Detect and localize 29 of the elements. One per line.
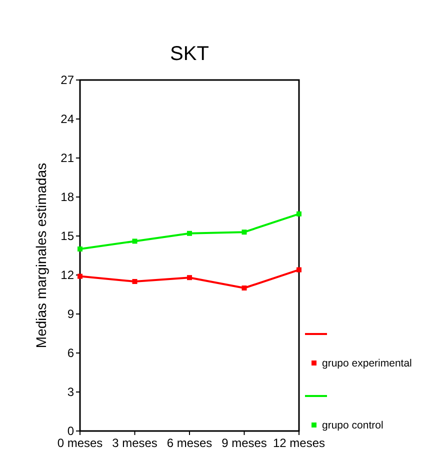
x-tick-label: 0 meses: [57, 436, 103, 450]
y-tick-label: 27: [60, 73, 74, 88]
point: [78, 274, 82, 279]
x-tick-label: 12 meses: [272, 436, 326, 450]
point: [242, 286, 247, 290]
y-tick-label: 12: [60, 268, 74, 282]
y-tick-label: 21: [60, 151, 74, 166]
point: [132, 238, 138, 244]
y-tick-label: 0: [67, 424, 74, 438]
point: [242, 230, 247, 235]
legend-label: grupo experimental: [322, 358, 412, 370]
point: [187, 275, 192, 280]
y-axis-title: Medias marginales estimadas: [33, 162, 49, 348]
y-tick-label: 15: [60, 229, 74, 244]
legend-label: grupo control: [322, 420, 384, 432]
x-tick-label: 6 meses: [166, 436, 212, 450]
point: [132, 279, 138, 284]
y-tick-label: 24: [60, 112, 74, 126]
y-tick-label: 6: [67, 346, 74, 360]
y-tick-label: 18: [60, 190, 74, 204]
x-tick-label: 3 meses: [112, 436, 158, 450]
chart-title: SKT: [170, 43, 209, 65]
y-tick-label: 9: [67, 307, 74, 322]
x-tick-label: 9 meses: [222, 436, 267, 450]
point: [78, 246, 82, 252]
point: [296, 211, 302, 216]
y-tick-label: 3: [67, 385, 74, 400]
point: [296, 267, 302, 272]
point: [187, 230, 192, 236]
